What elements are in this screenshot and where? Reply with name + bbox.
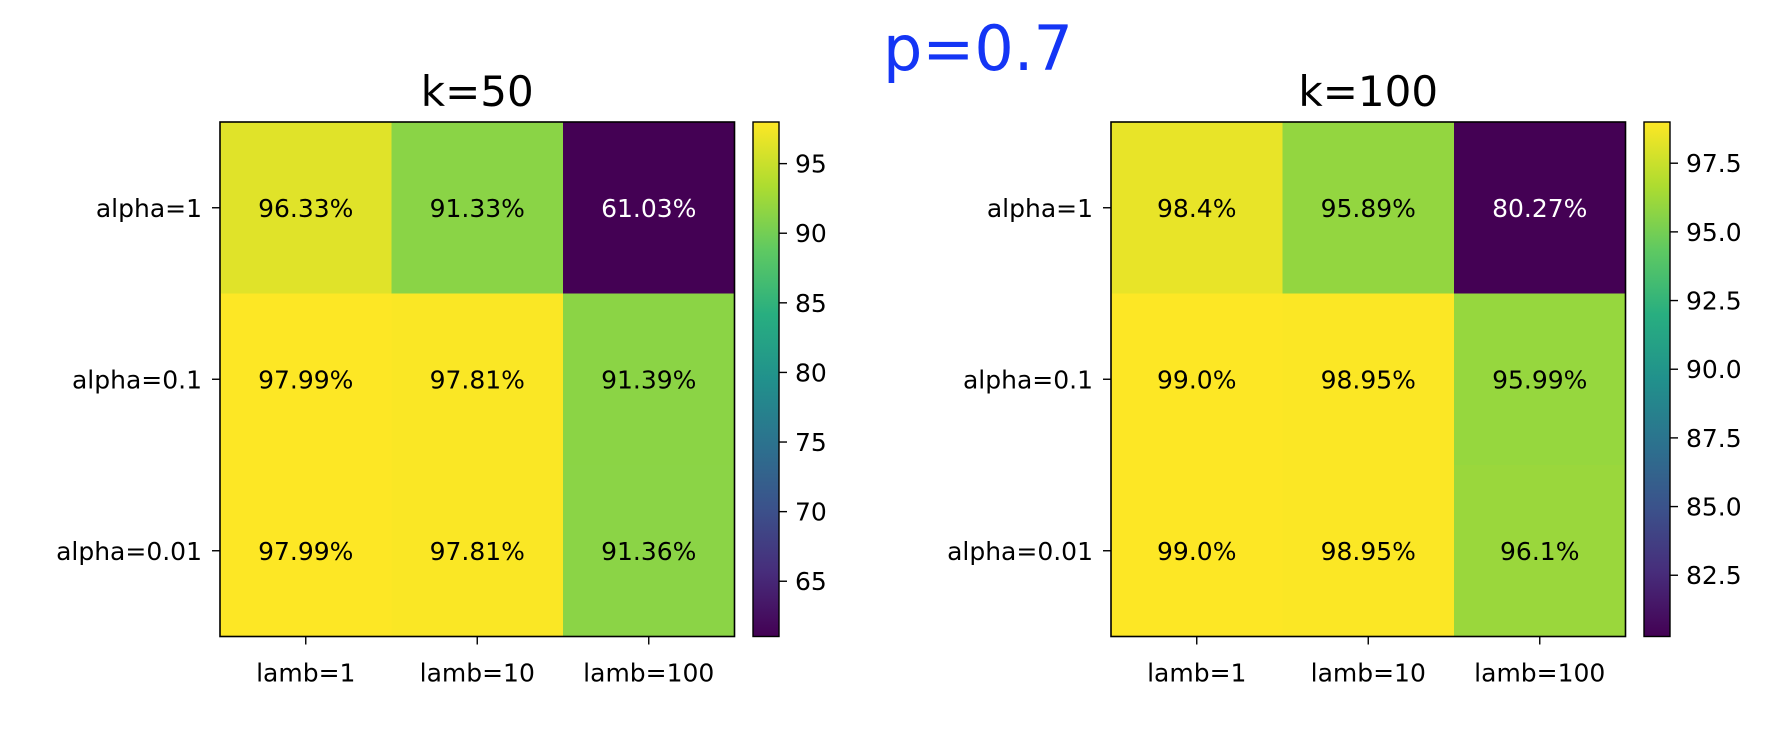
colorbar: 65 70 75 80 85 90 95	[752, 121, 827, 638]
x-tick-label: lamb=100	[1474, 659, 1605, 688]
x-tick-label: lamb=10	[1311, 659, 1426, 688]
colorbar-gradient	[1644, 122, 1670, 637]
heatmap-cell	[1111, 293, 1283, 466]
cell-value-label: 91.36%	[601, 537, 696, 566]
heatmap-panel-1: k=50 96.33% 91.33% 61.03% 97.99% 97.81% 91.39%…	[56, 67, 827, 688]
colorbar-tick-label: 80	[795, 358, 827, 387]
colorbar-tick-label: 70	[795, 498, 827, 527]
heatmap-cell	[391, 465, 564, 637]
cell-value-label: 98.4%	[1157, 194, 1236, 223]
colorbar-tick-label: 75	[795, 428, 827, 457]
cell-value-label: 91.33%	[430, 194, 525, 223]
colorbar-tick-label: 85.0	[1686, 493, 1742, 522]
cell-value-label: 96.1%	[1500, 537, 1579, 566]
heatmap-cell	[1454, 122, 1626, 294]
figure-suptitle: p=0.7	[883, 12, 1073, 85]
heatmap-cell	[220, 122, 392, 294]
x-tick-label: lamb=100	[583, 659, 714, 688]
heatmap-cell	[220, 465, 392, 637]
x-tick-label: lamb=10	[420, 659, 535, 688]
heatmap-cell	[563, 122, 735, 294]
colorbar-frame	[752, 121, 780, 638]
cell-value-label: 80.27%	[1492, 194, 1587, 223]
colorbar-tick-label: 90.0	[1686, 355, 1742, 384]
heatmap-cell	[391, 122, 564, 294]
colorbar: 82.5 85.0 87.5 90.0 92.5 95.0 97.5	[1643, 121, 1742, 638]
colorbar-tick-label: 85	[795, 289, 827, 318]
cell-value-label: 97.99%	[258, 365, 353, 394]
cell-value-label: 97.81%	[430, 537, 525, 566]
heatmap-panel-2: k=100 98.4% 95.89% 80.27% 99.0% 98.95% 95.99% 9…	[947, 67, 1742, 688]
y-tick-label: alpha=0.1	[963, 365, 1093, 394]
cell-value-label: 95.89%	[1321, 194, 1416, 223]
heatmap-title: k=50	[421, 67, 534, 116]
cell-value-label: 97.99%	[258, 537, 353, 566]
heatmap-cell	[1282, 122, 1455, 294]
colorbar-frame	[1643, 121, 1671, 638]
colorbar-tick-label: 65	[795, 567, 827, 596]
heatmap-cell	[391, 293, 564, 466]
heatmap-cell	[1454, 465, 1626, 637]
cell-value-label: 99.0%	[1157, 365, 1236, 394]
cell-value-label: 95.99%	[1492, 365, 1587, 394]
heatmap-cell	[1111, 465, 1283, 637]
colorbar-tick-label: 95.0	[1686, 218, 1742, 247]
colorbar-tick-label: 92.5	[1686, 287, 1742, 316]
colorbar-tick-label: 82.5	[1686, 561, 1742, 590]
heatmap-cell	[220, 293, 392, 466]
colorbar-tick-label: 87.5	[1686, 424, 1742, 453]
heatmap-cell	[1111, 122, 1283, 294]
colorbar-tick-label: 95	[795, 150, 827, 179]
colorbar-tick-label: 97.5	[1686, 149, 1742, 178]
heatmap-cell	[563, 465, 735, 637]
cell-value-label: 97.81%	[430, 365, 525, 394]
heatmap-title: k=100	[1298, 67, 1438, 116]
colorbar-tick-label: 90	[795, 219, 827, 248]
heatmap-cell	[563, 293, 735, 466]
x-tick-label: lamb=1	[1147, 659, 1246, 688]
heatmap-panels: k=50 96.33% 91.33% 61.03% 97.99% 97.81% 91.39%…	[56, 67, 1742, 688]
x-tick-label: lamb=1	[256, 659, 355, 688]
cell-value-label: 61.03%	[601, 194, 696, 223]
y-tick-label: alpha=1	[96, 194, 202, 223]
colorbar-gradient	[753, 122, 779, 637]
cell-value-label: 91.39%	[601, 365, 696, 394]
heatmap-cell	[1454, 293, 1626, 466]
y-tick-label: alpha=0.1	[72, 365, 202, 394]
y-tick-label: alpha=1	[987, 194, 1093, 223]
cell-value-label: 98.95%	[1321, 537, 1416, 566]
heatmap-cell	[1282, 293, 1455, 466]
heatmap-cell	[1282, 465, 1455, 637]
cell-value-label: 98.95%	[1321, 365, 1416, 394]
y-tick-label: alpha=0.01	[56, 537, 202, 566]
y-tick-label: alpha=0.01	[947, 537, 1093, 566]
cell-value-label: 99.0%	[1157, 537, 1236, 566]
cell-value-label: 96.33%	[258, 194, 353, 223]
